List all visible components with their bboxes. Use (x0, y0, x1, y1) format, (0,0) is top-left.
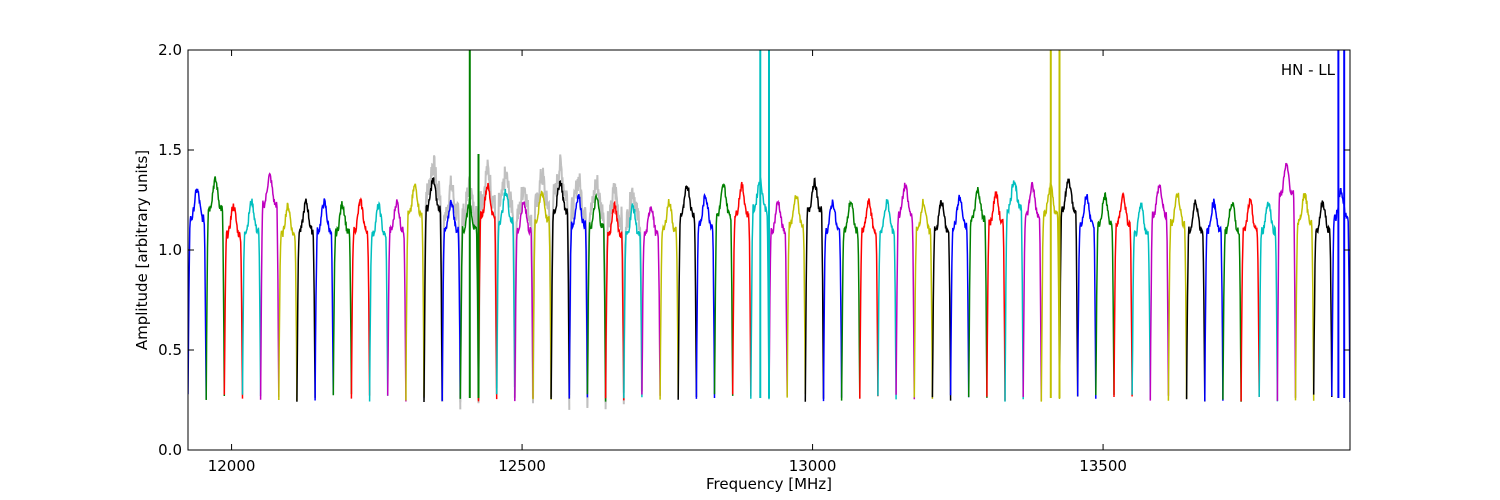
channel-line (931, 199, 952, 401)
x-axis-label: Frequency [MHz] (706, 475, 832, 493)
channel-line (1185, 199, 1206, 402)
channel-line (368, 200, 389, 402)
channel-line (1258, 201, 1279, 402)
channel-line (514, 201, 534, 402)
channel-line (1131, 202, 1152, 400)
channel-line (1022, 181, 1043, 401)
background-channel-line (604, 183, 625, 410)
channel-line (532, 190, 552, 400)
channel-line (949, 194, 970, 398)
channel-line (786, 195, 807, 398)
channel-line (477, 182, 498, 402)
channel-line (1204, 198, 1224, 402)
channel-line (967, 186, 988, 398)
channel-line (1276, 162, 1297, 401)
background-channel-line (513, 186, 534, 404)
channel-line (1331, 187, 1350, 403)
channel-line (623, 203, 643, 399)
channel-line (731, 181, 752, 397)
channel-line (188, 188, 207, 400)
y-tick-label: 0.0 (158, 441, 182, 459)
channel-line (804, 177, 825, 402)
background-channel-line (622, 187, 643, 393)
channel-line (859, 198, 879, 399)
x-tick-label: 13500 (1079, 457, 1127, 475)
channel-line (296, 198, 316, 402)
channel-line (386, 199, 407, 402)
x-tick-label: 12000 (208, 457, 256, 475)
y-axis-label: Amplitude [arbitrary units] (133, 150, 151, 350)
channel-line (604, 200, 625, 401)
channel-line (278, 202, 298, 401)
x-tick-label: 12500 (498, 457, 546, 475)
background-channel-line (586, 175, 607, 407)
series-layer (188, 50, 1350, 410)
channel-line (423, 177, 443, 403)
channel-line (314, 198, 335, 401)
channel-line (1312, 200, 1333, 398)
channel-line (259, 172, 280, 400)
channel-line (1149, 183, 1170, 401)
channel-line (1004, 180, 1024, 402)
channel-line (1095, 192, 1115, 396)
background-channel-line (477, 159, 498, 399)
channel-line (332, 201, 353, 396)
background-channel-line (423, 155, 444, 402)
y-tick-label: 0.5 (158, 341, 182, 359)
y-tick-label: 2.0 (158, 41, 182, 59)
channel-line (677, 185, 698, 400)
channel-line (405, 183, 425, 401)
channel-line (586, 193, 607, 402)
channel-line (1058, 178, 1079, 398)
channel-line (350, 197, 371, 399)
channel-line (768, 199, 788, 398)
channel-line (877, 199, 897, 400)
channel-line (695, 193, 716, 399)
y-tick-label: 1.5 (158, 141, 182, 159)
channel-line (713, 183, 734, 396)
channel-line (441, 199, 462, 402)
background-channel-line (441, 175, 462, 410)
background-channel-line (532, 167, 553, 402)
channel-line (495, 188, 516, 401)
channel-line (913, 198, 934, 399)
channel-line (641, 206, 661, 396)
panel-annotation: HN - LL (1281, 61, 1336, 79)
channel-line (840, 199, 861, 401)
channel-line (659, 198, 679, 400)
channel-line (986, 191, 1006, 401)
channel-line (1294, 192, 1315, 401)
channel-line (1113, 191, 1133, 398)
channel-line (205, 176, 226, 401)
channel-line (1240, 197, 1260, 402)
channel-line (568, 194, 589, 399)
x-tick-label: 13000 (789, 457, 837, 475)
channel-line (1167, 192, 1188, 401)
channel-line (895, 182, 916, 400)
background-channel-line (568, 173, 589, 409)
y-tick-label: 1.0 (158, 241, 182, 259)
background-channel-line (550, 154, 571, 410)
channel-line (223, 203, 244, 399)
channel-line (241, 198, 262, 397)
channel-line (550, 180, 571, 400)
channel-line (1222, 201, 1242, 402)
channel-line (1076, 194, 1097, 399)
channel-line (822, 199, 843, 402)
ticks-layer: 12000 12500 13000 13500 0.0 0.5 1.0 1.5 2.0 (158, 41, 1350, 475)
background-channel-line (495, 166, 516, 395)
